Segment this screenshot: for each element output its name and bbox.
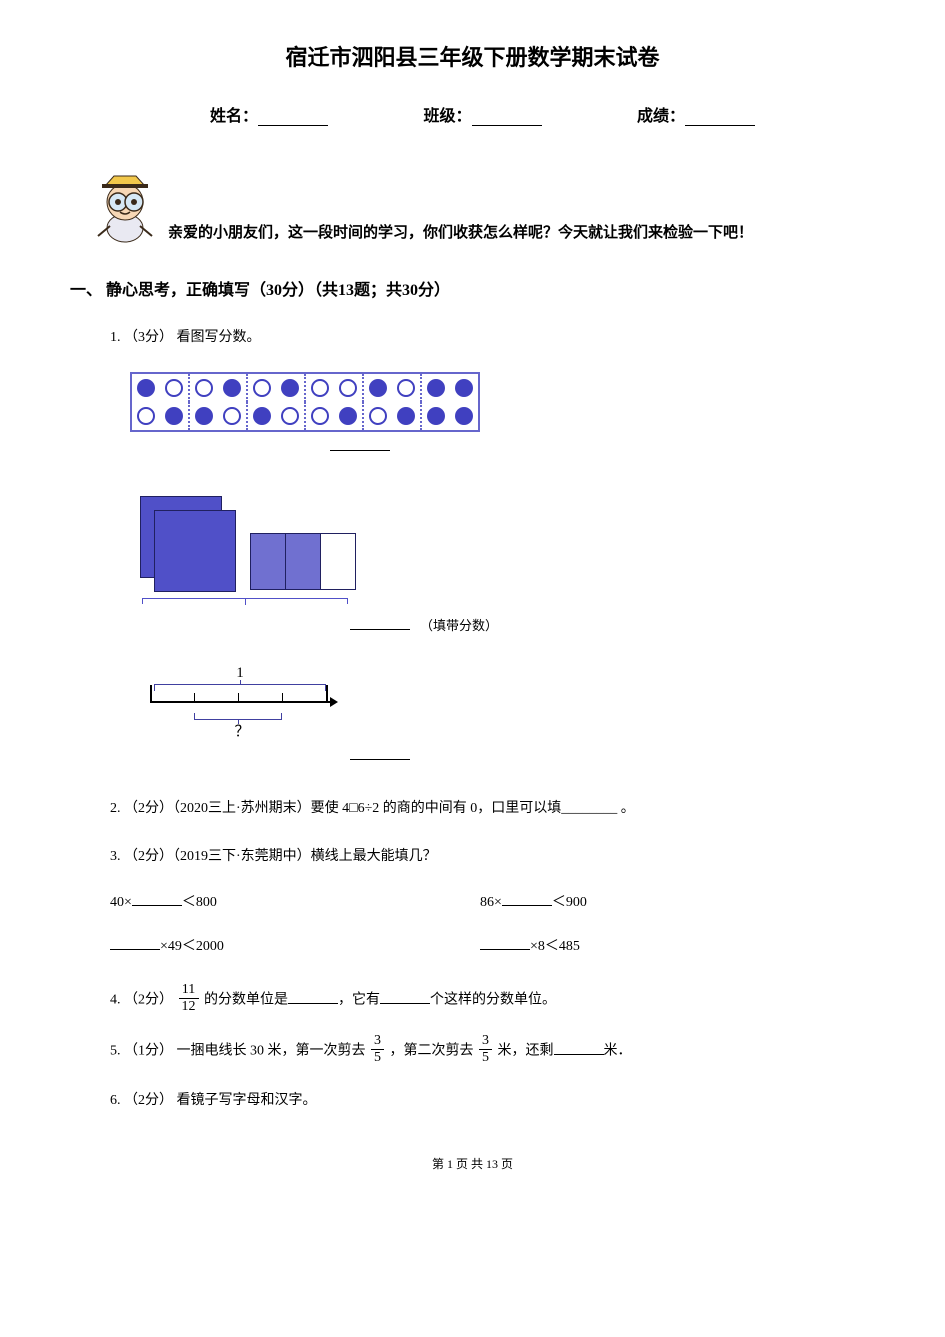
q3b-blank[interactable] <box>502 893 552 906</box>
figure-2 <box>140 496 875 605</box>
q3a: 40× ＜800 <box>110 891 480 911</box>
nl-question-mark: ？ <box>198 720 286 741</box>
figure-3: 1 ？ <box>150 665 875 765</box>
q3b-post: ＜900 <box>552 895 587 910</box>
q4-frac-den: 12 <box>179 999 199 1014</box>
exam-page: 宿迁市泗阳县三年级下册数学期末试卷 姓名： 班级： 成绩： 亲爱的小朋友们，这一… <box>0 0 945 1192</box>
q3a-blank[interactable] <box>132 893 182 906</box>
class-label: 班级： <box>423 108 471 125</box>
q3d: ×8＜485 <box>480 935 850 955</box>
greeting-row: 亲爱的小朋友们，这一段时间的学习，你们收获怎么样呢？今天就让我们来检验一下吧！ <box>70 166 875 246</box>
q3c-mid: ×49＜2000 <box>160 939 224 954</box>
q1b-hint: （填带分数） <box>420 618 498 633</box>
q5-f1-num: 3 <box>371 1034 384 1050</box>
q5-f2-num: 3 <box>479 1034 492 1050</box>
question-1: 1. （3分） 看图写分数。 <box>110 324 875 352</box>
question-4: 4. （2分） 11 12 的分数单位是 ，它有 个这样的分数单位。 <box>110 985 875 1016</box>
q5-pre: 5. （1分） 一捆电线长 30 米，第一次剪去 <box>110 1044 369 1059</box>
q3b-pre: 86× <box>480 895 502 910</box>
question-6: 6. （2分） 看镜子写字母和汉字。 <box>110 1087 875 1115</box>
q5-frac2: 3 5 <box>479 1034 492 1065</box>
q5-mid: ，第二次剪去 <box>390 1044 478 1059</box>
q4-frac-num: 11 <box>179 983 199 999</box>
question-3-head: 3. （2分）（2019三下·东莞期中）横线上最大能填几？ <box>110 843 875 871</box>
q5-f2-den: 5 <box>479 1050 492 1065</box>
page-footer: 第 1 页 共 13 页 <box>70 1155 875 1172</box>
q2-text: 2. （2分）（2020三上·苏州期末）要使 4□6÷2 的商的中间有 0，口里… <box>110 801 635 816</box>
score-field: 成绩： <box>637 102 755 126</box>
q4-blank1[interactable] <box>288 991 338 1004</box>
footer-post: 页 <box>498 1157 513 1171</box>
q5-post2: 米． <box>604 1044 632 1059</box>
q3b: 86× ＜900 <box>480 891 850 911</box>
q3a-pre: 40× <box>110 895 132 910</box>
q3a-post: ＜800 <box>182 895 217 910</box>
q4-fraction: 11 12 <box>179 983 199 1014</box>
footer-pre: 第 <box>432 1157 447 1171</box>
question-5: 5. （1分） 一捆电线长 30 米，第一次剪去 3 5 ，第二次剪去 3 5 … <box>110 1036 875 1067</box>
student-info-row: 姓名： 班级： 成绩： <box>70 102 875 126</box>
name-field: 姓名： <box>210 102 328 126</box>
q1-head: 1. （3分） 看图写分数。 <box>110 330 261 345</box>
whole-squares <box>140 496 250 596</box>
q4-post: 个这样的分数单位。 <box>430 993 556 1008</box>
q5-post1: 米，还剩 <box>498 1044 554 1059</box>
q3c-blank[interactable] <box>110 937 160 950</box>
q1a-blank[interactable] <box>330 438 390 451</box>
class-field: 班级： <box>423 102 541 126</box>
q3c: ×49＜2000 <box>110 935 480 955</box>
q4-blank2[interactable] <box>380 991 430 1004</box>
greeting-text: 亲爱的小朋友们，这一段时间的学习，你们收获怎么样呢？今天就让我们来检验一下吧！ <box>168 221 753 246</box>
footer-total-pages: 13 <box>486 1157 498 1171</box>
score-label: 成绩： <box>637 108 685 125</box>
q3d-blank[interactable] <box>480 937 530 950</box>
score-blank[interactable] <box>685 111 755 126</box>
section-1-heading: 一、 静心思考，正确填写（30分）（共13题；共30分） <box>70 276 875 300</box>
dots-grid <box>130 372 480 432</box>
name-label: 姓名： <box>210 108 258 125</box>
q4-mid1: 的分数单位是 <box>204 993 288 1008</box>
question-3-grid: 40× ＜800 86× ＜900 ×49＜2000 ×8＜485 <box>110 891 875 955</box>
footer-mid: 页 共 <box>453 1157 486 1171</box>
question-2: 2. （2分）（2020三上·苏州期末）要使 4□6÷2 的商的中间有 0，口里… <box>110 795 875 823</box>
figure-1 <box>130 372 875 432</box>
class-blank[interactable] <box>472 111 542 126</box>
page-title: 宿迁市泗阳县三年级下册数学期末试卷 <box>70 40 875 72</box>
q4-pre: 4. （2分） <box>110 993 177 1008</box>
fraction-rect <box>250 533 356 590</box>
q1c-blank[interactable] <box>350 747 410 760</box>
q5-blank[interactable] <box>554 1042 604 1055</box>
q5-f1-den: 5 <box>371 1050 384 1065</box>
q4-mid2: ，它有 <box>338 993 380 1008</box>
number-line: 1 ？ <box>150 665 330 741</box>
q5-frac1: 3 5 <box>371 1034 384 1065</box>
name-blank[interactable] <box>258 111 328 126</box>
mascot-icon <box>90 166 160 246</box>
q3d-mid: ×8＜485 <box>530 939 580 954</box>
q1b-blank[interactable] <box>350 617 410 630</box>
